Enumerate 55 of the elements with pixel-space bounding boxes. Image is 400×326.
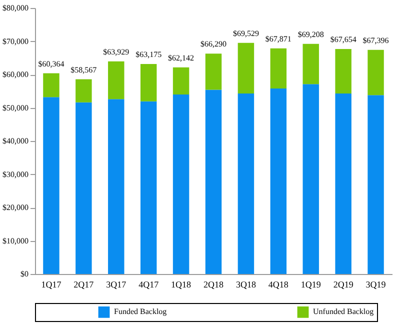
bar [205, 54, 222, 90]
x-tick-label: 3Q18 [236, 280, 256, 290]
total-label: $63,175 [136, 50, 162, 59]
bar [205, 90, 222, 274]
total-label: $58,567 [70, 65, 97, 74]
y-tick-label: $80,000 [2, 4, 28, 12]
x-tick-label: 4Q17 [138, 280, 160, 290]
y-tick-label: $70,000 [2, 36, 28, 46]
bar [302, 44, 319, 84]
bar [335, 93, 352, 274]
y-tick-label: $0 [20, 270, 28, 278]
bar [140, 101, 157, 274]
bar [43, 97, 60, 274]
total-label: $67,871 [265, 34, 292, 44]
bar [335, 49, 352, 94]
x-tick-label: 1Q17 [41, 280, 62, 290]
total-label: $66,290 [200, 40, 226, 49]
bar [270, 88, 287, 274]
x-tick-label: 4Q18 [268, 280, 289, 290]
bar [238, 42, 254, 94]
total-label: $60,364 [38, 59, 64, 68]
legend-label: Funded Backlog [114, 307, 167, 316]
bar [270, 48, 287, 88]
bar [76, 79, 92, 102]
bar [172, 94, 190, 274]
bar [140, 64, 157, 102]
total-label: $69,529 [232, 28, 259, 38]
bar [108, 99, 124, 274]
total-label: $63,929 [103, 47, 130, 56]
bar [238, 93, 254, 274]
bar [172, 67, 190, 94]
total-label: $67,654 [330, 35, 356, 44]
y-tick-label: $20,000 [2, 203, 28, 212]
total-label: $62,142 [168, 53, 194, 62]
y-tick-label: $50,000 [2, 103, 28, 112]
bar [368, 95, 384, 274]
bar [302, 84, 319, 274]
total-label: $69,208 [298, 30, 324, 39]
x-tick-label: 1Q19 [300, 280, 322, 290]
bar [76, 102, 92, 274]
bar [108, 61, 124, 100]
y-tick-label: $30,000 [2, 170, 28, 179]
legend-label: Unfunded Backlog [313, 307, 374, 316]
x-tick-label: 1Q18 [171, 280, 192, 290]
x-tick-label: 2Q17 [74, 280, 94, 290]
y-tick-label: $40,000 [2, 136, 28, 146]
total-label: $67,396 [362, 36, 389, 45]
y-tick-label: $60,000 [2, 70, 28, 79]
x-tick-label: 3Q17 [106, 280, 127, 290]
x-tick-label: 2Q19 [333, 280, 354, 290]
bar [368, 50, 384, 96]
x-tick-label: 2Q18 [204, 280, 224, 290]
bar [43, 73, 60, 98]
y-tick-label: $10,000 [2, 236, 28, 246]
x-tick-label: 3Q19 [366, 280, 386, 290]
